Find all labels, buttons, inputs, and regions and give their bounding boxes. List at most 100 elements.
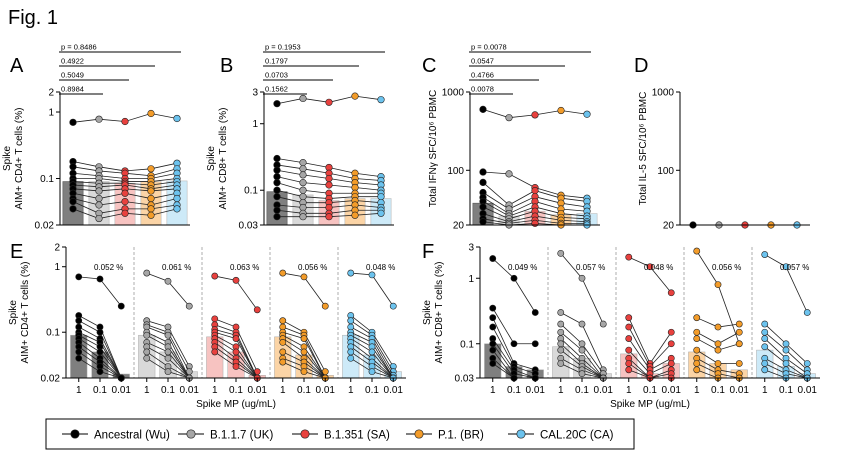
- data-point: [299, 179, 307, 187]
- data-point: [578, 340, 586, 348]
- data-point: [667, 360, 675, 367]
- y-tick-label: 1: [468, 274, 474, 285]
- data-point: [143, 331, 151, 339]
- x-tick-label: 0.01: [180, 385, 200, 396]
- data-point: [232, 335, 240, 342]
- y-tick-label: 20: [453, 221, 465, 232]
- data-point: [273, 206, 281, 214]
- x-tick-label: 0.01: [248, 385, 268, 396]
- y-tick-label: 20: [663, 221, 675, 232]
- data-point: [557, 249, 565, 257]
- y-tick-label: 1000: [442, 88, 465, 99]
- y-tick-label: 100: [447, 166, 464, 177]
- x-tick-label: 1: [348, 385, 354, 396]
- data-point: [557, 106, 565, 115]
- data-point: [557, 360, 565, 367]
- data-point: [299, 171, 307, 179]
- data-point: [279, 348, 287, 356]
- data-point: [95, 115, 103, 123]
- data-point: [69, 118, 77, 126]
- data-point: [325, 181, 333, 189]
- x-tick-label: 0.1: [161, 385, 175, 396]
- x-tick-label: 1: [626, 385, 632, 396]
- data-point: [211, 315, 219, 323]
- data-point: [625, 346, 633, 354]
- data-point: [510, 340, 518, 348]
- data-point: [95, 214, 103, 223]
- data-point: [351, 211, 359, 219]
- data-point: [273, 186, 281, 194]
- data-point: [377, 209, 385, 217]
- pvalue-label: p = 0.0078: [471, 43, 507, 52]
- legend-label: B.1.351 (SA): [324, 430, 390, 442]
- data-point: [173, 114, 181, 123]
- data-point: [578, 320, 586, 328]
- data-point: [121, 197, 129, 206]
- y-tick-label: 0.1: [460, 339, 474, 350]
- data-point: [761, 251, 769, 258]
- data-point: [557, 309, 565, 316]
- data-point: [557, 320, 565, 328]
- data-point: [761, 360, 769, 367]
- y-axis-label: Spike: [8, 300, 19, 325]
- group-annotation: 0.049 %: [508, 263, 537, 272]
- data-point: [368, 271, 376, 279]
- data-point: [510, 274, 518, 282]
- y-axis-label: AIM+ CD4+ T cells (%): [14, 108, 25, 210]
- panel-b: B 3 1 0.1 0.03 Spike AIM+ CD8+ T cells (%) p = …: [206, 43, 394, 232]
- panel-letter: C: [422, 55, 436, 77]
- data-point: [761, 320, 769, 328]
- x-tick-label: 0.1: [93, 385, 107, 396]
- data-point: [557, 340, 565, 348]
- x-tick-label: 0.1: [507, 385, 521, 396]
- data-point: [300, 368, 308, 376]
- data-point: [531, 111, 539, 119]
- data-point: [299, 186, 307, 194]
- data-point: [273, 100, 281, 108]
- pvalue-label: 0.1562: [265, 85, 288, 94]
- data-point: [531, 340, 539, 348]
- data-point: [782, 340, 790, 348]
- panel-letter: E: [10, 241, 23, 263]
- data-point: [232, 363, 240, 370]
- data-point: [578, 346, 586, 354]
- data-point: [693, 247, 701, 255]
- data-point: [273, 154, 281, 163]
- group-annotation: 0.057 %: [576, 263, 605, 272]
- legend-label: B.1.1.7 (UK): [210, 430, 273, 442]
- x-tick-label: 0.1: [779, 385, 793, 396]
- data-point: [273, 173, 281, 181]
- data-point: [693, 366, 701, 374]
- data-point: [578, 370, 586, 378]
- data-point: [693, 346, 701, 354]
- data-point: [693, 328, 701, 336]
- data-point: [803, 360, 811, 367]
- data-point: [75, 354, 83, 362]
- data-point: [299, 165, 307, 173]
- data-point: [273, 166, 281, 174]
- data-point: [646, 263, 654, 271]
- group-annotation: 0.063 %: [230, 263, 259, 272]
- data-point: [531, 219, 539, 227]
- data-point: [578, 274, 586, 282]
- data-point: [321, 302, 329, 310]
- legend-marker: [414, 429, 424, 439]
- data-point: [173, 194, 181, 203]
- pvalue-label: 0.4922: [61, 57, 84, 66]
- legend-marker: [516, 429, 526, 439]
- data-point: [69, 205, 77, 213]
- data-point: [96, 368, 104, 376]
- data-point: [300, 348, 308, 356]
- data-point: [625, 323, 633, 331]
- data-point: [147, 187, 155, 195]
- pvalue-label: 0.8984: [61, 85, 84, 94]
- y-tick-label: 3: [252, 88, 258, 99]
- data-point: [299, 159, 307, 167]
- x-tick-label: 1: [76, 385, 82, 396]
- data-point: [164, 354, 172, 362]
- y-tick-label: 0.03: [239, 221, 259, 232]
- group-annotation: 0.056 %: [712, 263, 741, 272]
- group-annotation: 0.048 %: [366, 263, 395, 272]
- legend-box: [45, 418, 635, 450]
- data-point: [164, 348, 172, 356]
